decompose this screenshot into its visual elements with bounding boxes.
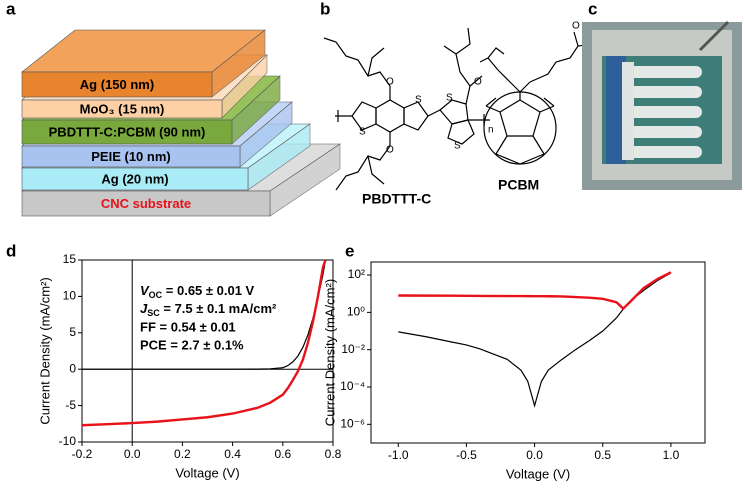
probe <box>698 20 730 52</box>
layer-front <box>21 119 233 145</box>
layer-label: MoO₃ (15 nm) <box>80 101 165 116</box>
atom: O <box>474 77 482 88</box>
y-tick-label: 10 <box>63 289 77 303</box>
y-tick-label: 10⁻² <box>341 342 365 356</box>
fullerene-structure: O O PCBM <box>479 21 593 193</box>
layer-label: CNC substrate <box>101 196 191 211</box>
ring <box>439 99 469 125</box>
x-tick-label: 0.0 <box>124 447 141 461</box>
ring <box>351 101 377 131</box>
atom: S <box>446 93 453 104</box>
ring <box>447 119 475 145</box>
panel-label: a <box>6 0 16 18</box>
atom: S <box>359 127 366 138</box>
y-tick-label: 10⁻⁴ <box>340 379 365 393</box>
data-line <box>398 272 672 408</box>
x-tick-label: -0.5 <box>456 448 477 462</box>
molecule-name: PBDTTT-C <box>362 191 431 207</box>
panel-label: c <box>588 0 597 18</box>
repeat-unit: n <box>488 125 494 136</box>
plot-frame <box>81 259 334 443</box>
bonds <box>323 27 490 191</box>
molecule-name: PCBM <box>498 177 539 193</box>
y-axis-label: Current Density (mA/cm²) <box>322 279 337 426</box>
ring <box>403 101 429 131</box>
x-tick-label: 0.5 <box>594 448 611 462</box>
layer-front <box>21 167 249 191</box>
annotation: PCE = 2.7 ± 0.1% <box>140 337 244 352</box>
fullerene <box>483 91 557 165</box>
atom: O <box>386 77 394 88</box>
data-line <box>398 271 672 311</box>
layer-label: Ag (20 nm) <box>101 171 168 186</box>
annotation-text: = 0.65 ± 0.01 V <box>162 283 254 298</box>
x-tick-label: 1.0 <box>663 448 680 462</box>
y-tick-label: 10² <box>348 267 365 281</box>
layer-front <box>21 145 241 168</box>
annotation-symbol: V <box>140 283 150 298</box>
layer-front <box>21 99 223 119</box>
x-axis-label: Voltage (V) <box>175 465 239 480</box>
panel-label: e <box>345 241 354 260</box>
finger <box>628 106 702 118</box>
y-tick-label: 10⁻⁶ <box>340 417 365 431</box>
panel-label: d <box>6 241 16 260</box>
atom: S <box>415 95 422 106</box>
layer-label: Ag (150 nm) <box>80 77 154 92</box>
layer-stack: CNC substrate Ag (20 nm) PEIE (10 nm) PBDTT… <box>21 29 341 217</box>
x-axis-label: Voltage (V) <box>506 466 570 481</box>
layer-front <box>21 190 271 217</box>
annotation: VOC = 0.65 ± 0.01 V <box>140 283 255 300</box>
x-tick-label: 0.8 <box>325 447 342 461</box>
y-tick-label: -10 <box>59 434 77 448</box>
y-tick-label: 15 <box>63 252 77 266</box>
y-tick-label: -5 <box>65 398 76 412</box>
x-tick-label: -0.2 <box>72 447 93 461</box>
plot-frame <box>370 261 706 444</box>
finger <box>628 86 702 98</box>
x-tick-label: 0.0 <box>526 448 543 462</box>
panel-label: b <box>320 0 330 18</box>
ring <box>375 99 405 133</box>
atom: O <box>386 145 394 156</box>
annotation-subscript: OC <box>149 290 163 300</box>
finger <box>628 126 702 138</box>
y-tick-label: 5 <box>69 325 76 339</box>
x-tick-label: 0.6 <box>274 447 291 461</box>
data-line <box>82 260 327 427</box>
ring <box>499 99 541 137</box>
annotation-symbol: J <box>140 301 148 316</box>
layer-front <box>21 71 213 98</box>
x-tick-label: -1.0 <box>388 448 409 462</box>
atom: S <box>454 141 461 152</box>
y-axis-label: Current Density (mA/cm²) <box>37 277 52 424</box>
bus <box>622 62 634 160</box>
electrode <box>606 56 626 164</box>
finger <box>628 66 702 78</box>
y-tick-label: 0 <box>69 361 76 375</box>
x-tick-label: 0.2 <box>174 447 191 461</box>
bonds <box>479 31 593 165</box>
annotation-text: = 7.5 ± 0.1 mA/cm² <box>160 301 277 316</box>
annotation-subscript: SC <box>147 308 160 318</box>
x-tick-label: 0.4 <box>224 447 241 461</box>
y-tick-label: 10⁰ <box>347 305 365 319</box>
layer-label: PEIE (10 nm) <box>91 149 170 164</box>
layer-label: PBDTTT-C:PCBM (90 nm) <box>49 124 206 139</box>
device-photo <box>582 20 742 190</box>
annotation: JSC = 7.5 ± 0.1 mA/cm² <box>140 301 277 318</box>
polymer-structure: O O O S S S S n PBDTTT-C <box>323 27 494 207</box>
atom: O <box>572 21 580 32</box>
annotation: FF = 0.54 ± 0.01 <box>140 319 236 334</box>
finger <box>628 146 702 158</box>
